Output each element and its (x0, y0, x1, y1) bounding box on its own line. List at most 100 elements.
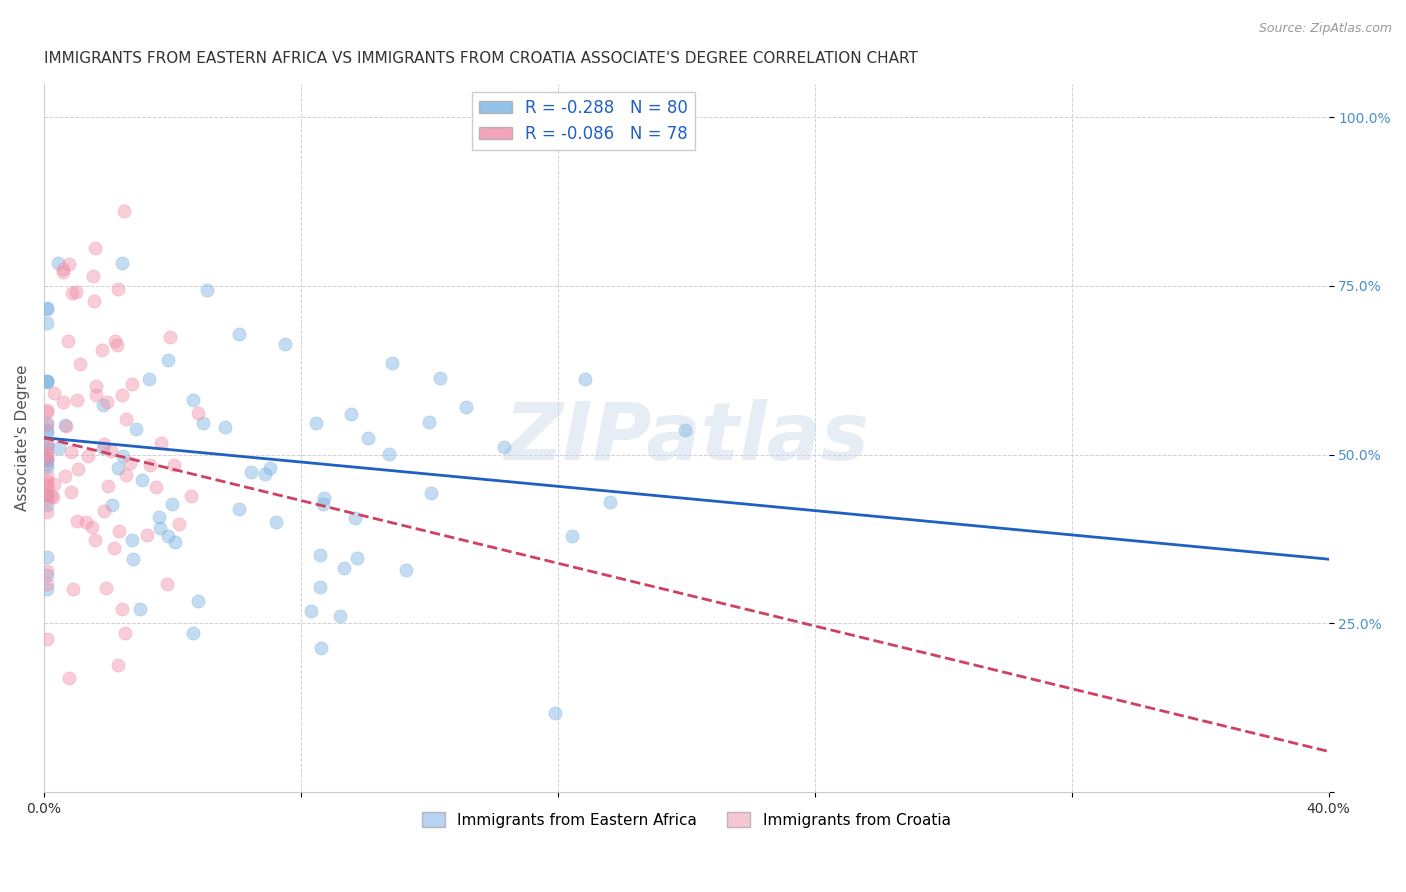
Point (35, 498, 58, 512)
Point (187, 593, 209, 607)
Point (574, 372, 596, 386)
Point (148, 510, 170, 524)
Point (156, 352, 179, 367)
Point (93, 436, 115, 450)
Point (259, 461, 281, 475)
Point (60, 445, 83, 459)
Point (35, 438, 58, 452)
Point (84, 388, 107, 402)
Point (93, 399, 115, 413)
Point (193, 416, 215, 430)
Point (35, 491, 58, 506)
Point (35, 416, 58, 430)
Point (39, 489, 62, 503)
Point (35, 405, 58, 419)
Point (35, 452, 58, 467)
Point (121, 533, 143, 547)
Point (35, 474, 58, 488)
Point (118, 456, 141, 470)
Point (395, 563, 418, 577)
Text: IMMIGRANTS FROM EASTERN AFRICA VS IMMIGRANTS FROM CROATIA ASSOCIATE'S DEGREE COR: IMMIGRANTS FROM EASTERN AFRICA VS IMMIGR… (44, 51, 918, 66)
Point (35, 488, 58, 502)
Point (66, 514, 89, 528)
Point (228, 326, 250, 341)
Point (195, 283, 218, 297)
Point (35, 423, 58, 437)
Point (111, 602, 134, 616)
Point (52, 262, 75, 277)
Point (122, 551, 145, 566)
Point (58, 671, 80, 685)
Point (145, 480, 167, 494)
Point (492, 440, 515, 454)
Point (62, 582, 84, 596)
Text: Source: ZipAtlas.com: Source: ZipAtlas.com (1258, 22, 1392, 36)
Point (104, 334, 127, 348)
Point (308, 548, 330, 562)
Point (35, 437, 58, 451)
Point (599, 494, 621, 508)
Point (42, 490, 65, 504)
Point (131, 473, 153, 487)
Point (66, 393, 89, 408)
Point (309, 641, 332, 656)
Point (108, 524, 131, 539)
Point (329, 608, 352, 623)
Point (429, 371, 451, 385)
Point (240, 465, 263, 479)
Point (378, 448, 401, 462)
Point (121, 376, 143, 391)
Point (35, 459, 58, 474)
Point (111, 388, 134, 402)
Point (35, 425, 58, 440)
Point (156, 577, 179, 591)
Point (82, 520, 104, 534)
Point (35, 451, 58, 466)
Point (673, 423, 696, 437)
Point (46, 256, 69, 270)
Point (456, 400, 478, 414)
Point (35, 632, 58, 647)
Point (214, 419, 236, 434)
Point (35, 468, 58, 483)
Point (103, 541, 125, 555)
Point (100, 444, 122, 458)
Point (60, 285, 83, 300)
Point (125, 422, 148, 436)
Point (35, 478, 58, 492)
Point (42, 386, 65, 401)
Point (181, 625, 204, 640)
Text: ZIPatlas: ZIPatlas (503, 399, 869, 476)
Point (159, 329, 181, 343)
Point (253, 467, 276, 482)
Point (332, 561, 354, 575)
Point (115, 468, 138, 483)
Point (156, 529, 179, 543)
Legend: Immigrants from Eastern Africa, Immigrants from Croatia: Immigrants from Eastern Africa, Immigran… (416, 805, 956, 834)
Point (35, 375, 58, 389)
Point (180, 489, 202, 503)
Point (35, 374, 58, 388)
Point (35, 480, 58, 494)
Point (69, 357, 91, 371)
Point (187, 406, 209, 420)
Point (299, 604, 322, 618)
Point (96, 394, 118, 409)
Point (339, 407, 361, 421)
Point (346, 551, 368, 566)
Point (381, 355, 404, 369)
Point (59, 484, 82, 499)
Point (107, 658, 129, 673)
Point (55, 417, 77, 432)
Point (100, 498, 122, 512)
Point (163, 458, 186, 473)
Point (35, 441, 58, 455)
Point (112, 203, 135, 218)
Point (35, 487, 58, 501)
Point (53, 468, 76, 483)
Point (114, 625, 136, 640)
Point (52, 395, 75, 409)
Point (35, 302, 58, 317)
Point (312, 491, 335, 505)
Point (181, 392, 204, 407)
